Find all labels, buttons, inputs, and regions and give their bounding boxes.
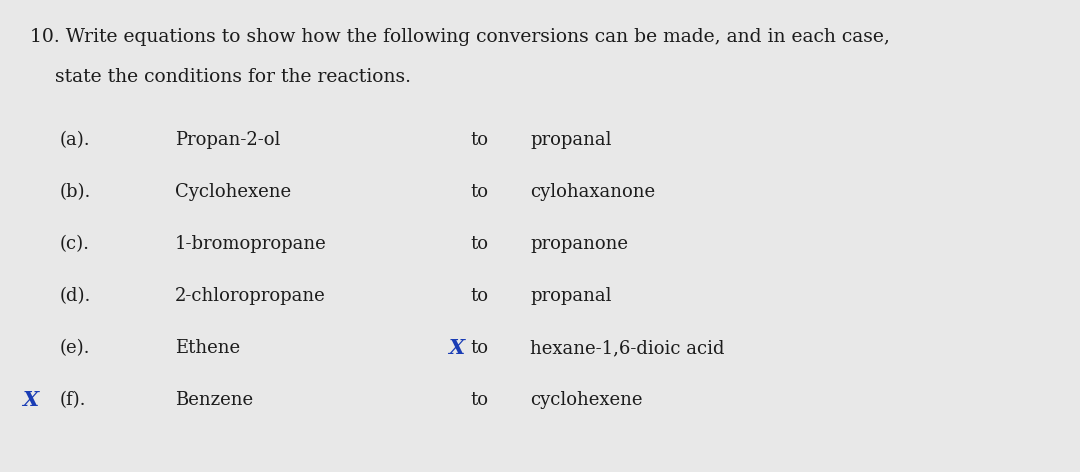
Text: propanone: propanone xyxy=(530,235,627,253)
Text: Propan-2-ol: Propan-2-ol xyxy=(175,131,281,149)
Text: cyclohexene: cyclohexene xyxy=(530,391,643,409)
Text: to: to xyxy=(470,287,488,305)
Text: to: to xyxy=(470,235,488,253)
Text: to: to xyxy=(470,391,488,409)
Text: 1-bromopropane: 1-bromopropane xyxy=(175,235,327,253)
Text: cylohaxanone: cylohaxanone xyxy=(530,183,656,201)
Text: (b).: (b). xyxy=(60,183,92,201)
Text: X: X xyxy=(448,338,464,358)
Text: (d).: (d). xyxy=(60,287,92,305)
Text: 2-chloropropane: 2-chloropropane xyxy=(175,287,326,305)
Text: 10. Write equations to show how the following conversions can be made, and in ea: 10. Write equations to show how the foll… xyxy=(30,28,890,46)
Text: to: to xyxy=(470,339,488,357)
Text: state the conditions for the reactions.: state the conditions for the reactions. xyxy=(55,68,411,86)
Text: (c).: (c). xyxy=(60,235,90,253)
Text: propanal: propanal xyxy=(530,131,611,149)
Text: Cyclohexene: Cyclohexene xyxy=(175,183,292,201)
Text: Ethene: Ethene xyxy=(175,339,240,357)
Text: to: to xyxy=(470,131,488,149)
Text: to: to xyxy=(470,183,488,201)
Text: propanal: propanal xyxy=(530,287,611,305)
Text: hexane-1,6-dioic acid: hexane-1,6-dioic acid xyxy=(530,339,725,357)
Text: (f).: (f). xyxy=(60,391,86,409)
Text: X: X xyxy=(22,390,38,410)
Text: (a).: (a). xyxy=(60,131,91,149)
Text: Benzene: Benzene xyxy=(175,391,253,409)
Text: (e).: (e). xyxy=(60,339,91,357)
